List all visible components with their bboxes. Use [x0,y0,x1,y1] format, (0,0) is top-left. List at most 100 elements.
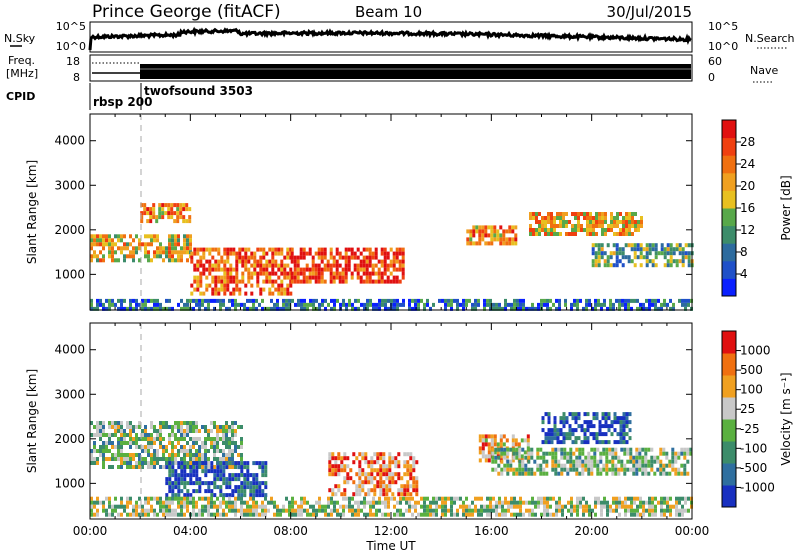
echo-cell [117,453,120,457]
echo-cell [335,247,339,252]
echo-cell [596,471,600,476]
echo-cell [542,471,546,476]
velocity-colorbar-label: Velocity [m s⁻¹] [779,372,793,465]
echo-cell [96,298,99,303]
echo-cell [633,247,637,252]
echo-cell [684,243,688,248]
echo-cell [244,291,248,296]
echo-cell [397,464,401,469]
echo-cell [581,451,585,456]
echo-cell [355,492,359,497]
echo-cell [614,447,618,452]
echo-cell [246,477,250,482]
echo-cell [198,489,202,494]
echo-cell [99,298,102,303]
echo-cell [150,437,153,441]
echo-cell [604,416,608,421]
echo-cell [462,508,465,513]
echo-cell [195,461,199,466]
echo-cell [231,465,234,469]
echo-cell [309,512,312,517]
echo-cell [595,436,599,441]
echo-cell [204,441,207,445]
echo-cell [277,287,281,292]
echo-cell [595,216,598,220]
echo-cell [401,251,405,256]
echo-cell [481,229,485,234]
echo-cell [147,306,150,311]
echo-cell [495,512,498,517]
echo-cell [168,238,171,243]
echo-cell [141,429,144,433]
echo-cell [159,250,162,255]
echo-cell [177,421,180,425]
echo-cell [583,412,587,417]
echo-cell [135,433,138,437]
echo-cell [288,500,291,505]
echo-cell [204,504,207,509]
echo-cell [315,512,318,517]
echo-cell [135,234,138,239]
echo-cell [199,271,203,276]
echo-cell [624,306,627,311]
echo-cell [243,493,247,498]
echo-cell [550,212,553,216]
echo-cell [426,504,429,509]
echo-cell [277,251,281,256]
echo-cell [517,450,521,455]
echo-cell [171,238,174,243]
echo-cell [666,247,670,252]
echo-cell [529,232,532,236]
echo-cell [472,241,476,246]
echo-cell [583,216,586,220]
colorbar-tick-label: 16 [740,201,755,215]
echo-cell [518,467,522,472]
echo-cell [146,219,150,224]
echo-cell [571,212,574,216]
echo-cell [150,457,153,461]
echo-cell [343,480,347,485]
echo-cell [199,247,203,252]
echo-cell [595,220,598,224]
echo-cell [648,504,651,509]
echo-cell [562,412,566,417]
echo-cell [672,247,676,252]
echo-cell [108,437,111,441]
echo-cell [541,220,544,224]
echo-cell [369,500,372,505]
echo-cell [666,508,669,513]
echo-cell [354,306,357,311]
echo-cell [291,504,294,509]
echo-cell [592,412,596,417]
echo-cell [314,263,318,268]
echo-cell [504,500,507,505]
echo-cell [622,440,626,445]
echo-cell [223,247,227,252]
echo-cell [660,247,664,252]
echo-cell [546,508,549,513]
echo-cell [247,279,251,284]
echo-cell [537,496,540,501]
echo-cell [297,512,300,517]
echo-cell [551,467,555,472]
echo-cell [114,242,117,247]
echo-cell [274,271,278,276]
echo-cell [641,459,645,464]
echo-cell [259,287,263,292]
echo-cell [363,504,366,509]
echo-cell [405,508,408,513]
echo-cell [547,220,550,224]
echo-cell [595,440,599,445]
y-tick-label: 3000 [54,387,85,401]
echo-cell [623,467,627,472]
echo-cell [243,500,246,505]
echo-cell [504,512,507,517]
echo-cell [249,508,252,513]
power-x-ticks [89,114,693,310]
echo-cell [102,246,105,251]
colorbar-segment [722,260,736,279]
echo-cell [481,442,485,447]
echo-cell [320,275,324,280]
echo-cell [135,453,138,457]
echo-cell [240,481,244,486]
